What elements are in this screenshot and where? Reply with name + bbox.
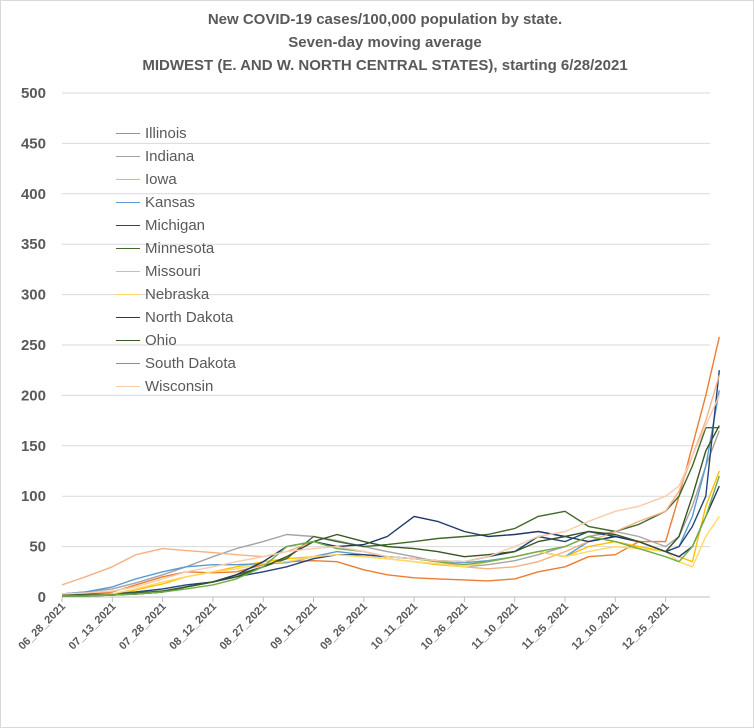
legend-swatch xyxy=(116,363,140,364)
legend-swatch xyxy=(116,225,140,226)
legend-swatch xyxy=(116,156,140,157)
x-tick-label: 11_25_2021 xyxy=(520,601,571,652)
legend-swatch xyxy=(116,271,140,272)
y-tick-label: 500 xyxy=(21,85,46,102)
y-tick-label: 50 xyxy=(29,539,46,556)
x-tick-label: 08_12_2021 xyxy=(167,601,219,653)
legend-label: Wisconsin xyxy=(145,378,214,395)
x-tick-label: 12_25_2021 xyxy=(620,601,672,653)
y-tick-label: 350 xyxy=(21,236,46,253)
x-tick-label: 11_10_2021 xyxy=(470,601,521,652)
x-tick-label: 12_10_2021 xyxy=(570,601,622,653)
chart-title: New COVID-19 cases/100,000 population by… xyxy=(207,11,563,28)
x-tick-label: 07_13_2021 xyxy=(67,601,119,653)
legend-swatch xyxy=(116,133,140,134)
chart-subtitle-region: MIDWEST (E. AND W. NORTH CENTRAL STATES)… xyxy=(142,57,628,74)
series-line-kansas xyxy=(61,390,720,595)
y-tick-label: 200 xyxy=(21,387,46,404)
legend-swatch xyxy=(116,248,140,249)
series-line-ohio xyxy=(62,425,720,596)
legend-swatch xyxy=(116,294,140,295)
y-tick-label: 250 xyxy=(21,337,46,354)
x-tick-label: 07_28_2021 xyxy=(117,601,169,653)
series-line-wisconsin xyxy=(61,395,720,595)
legend-label: Michigan xyxy=(145,217,206,234)
legend-swatch xyxy=(116,317,140,318)
legend-swatch xyxy=(116,386,140,387)
x-tick-label: 09_11_2021 xyxy=(268,601,319,652)
legend-swatch xyxy=(116,340,140,341)
series-line-minnesota xyxy=(61,427,720,596)
y-tick-label: 150 xyxy=(21,438,46,455)
legend-label: Illinois xyxy=(145,125,187,142)
legend-label: Minnesota xyxy=(145,240,215,257)
x-tick-label: 06_28_2021 xyxy=(16,601,68,653)
x-tick-label: 09_26_2021 xyxy=(318,601,370,653)
x-tick-label: 08_27_2021 xyxy=(218,601,270,653)
series-lines xyxy=(61,336,720,597)
legend-swatch xyxy=(116,179,140,180)
legend-label: Indiana xyxy=(145,148,195,165)
y-tick-label: 450 xyxy=(21,135,46,152)
legend-label: Ohio xyxy=(145,332,177,349)
legend-label: Kansas xyxy=(145,194,196,211)
y-tick-label: 100 xyxy=(21,488,46,505)
legend-swatch xyxy=(116,202,140,203)
legend-label: Missouri xyxy=(145,263,201,280)
chart-title-block: New COVID-19 cases/100,000 population by… xyxy=(0,8,754,77)
x-tick-label: 10_11_2021 xyxy=(369,601,420,652)
series-line-nebraska xyxy=(61,516,720,597)
series-line-missouri xyxy=(61,375,720,586)
legend-label: South Dakota xyxy=(145,355,236,372)
legend-label: Nebraska xyxy=(145,286,210,303)
x-axis: 06_28_202107_13_202107_28_202108_12_2021… xyxy=(16,597,672,653)
gridlines xyxy=(62,92,710,598)
chart-subtitle: Seven-day moving average xyxy=(288,34,482,51)
legend-label: Iowa xyxy=(145,171,177,188)
legend-label: North Dakota xyxy=(145,309,234,326)
y-tick-label: 300 xyxy=(21,287,46,304)
y-tick-label: 0 xyxy=(38,589,46,606)
series-line-indiana xyxy=(61,430,720,595)
y-axis: 0 50 100 150 200 250 300 350 400 450 500 xyxy=(21,85,46,606)
x-tick-label: 10_26_2021 xyxy=(419,601,471,653)
y-tick-label: 400 xyxy=(21,186,46,203)
series-line-michigan xyxy=(61,370,720,596)
